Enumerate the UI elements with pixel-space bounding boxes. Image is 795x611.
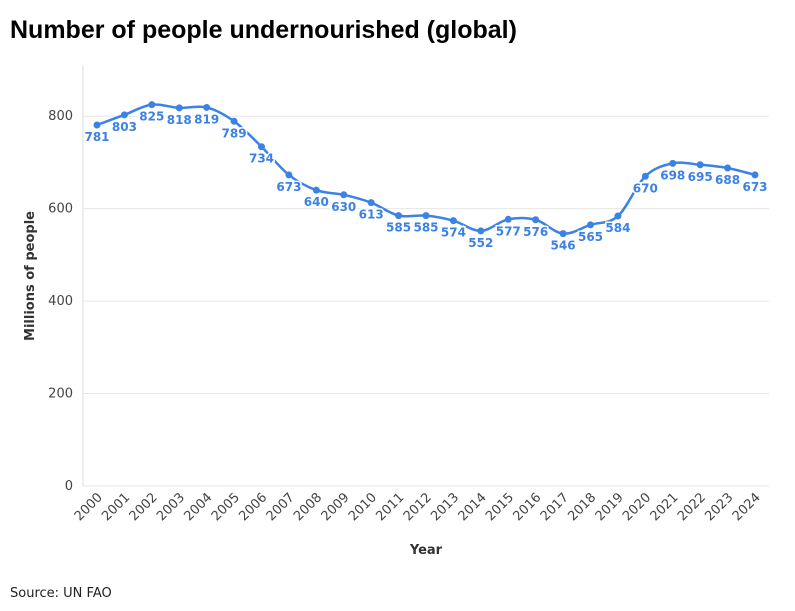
- value-label: 574: [441, 226, 466, 240]
- point: [367, 199, 375, 207]
- value-label: 673: [276, 180, 301, 194]
- x-tick-label: 2002: [127, 490, 161, 524]
- x-tick-label: 2009: [319, 490, 353, 524]
- value-label: 698: [660, 168, 685, 182]
- value-label: 585: [386, 221, 411, 235]
- point: [641, 172, 649, 180]
- value-label: 673: [742, 180, 767, 194]
- point: [504, 215, 512, 223]
- x-tick-label: 2020: [620, 490, 654, 524]
- point: [312, 186, 320, 194]
- x-tick-label: 2004: [181, 490, 215, 524]
- point: [203, 103, 211, 111]
- y-tick-label: 0: [65, 479, 73, 494]
- x-tick-label: 2014: [456, 490, 490, 524]
- point: [175, 104, 183, 112]
- value-label: 577: [496, 224, 521, 238]
- point: [93, 121, 101, 129]
- x-axis-title: Year: [409, 543, 443, 558]
- value-label: 670: [633, 181, 658, 195]
- point: [395, 212, 403, 220]
- value-label: 546: [551, 239, 576, 253]
- point: [422, 212, 430, 220]
- x-tick-label: 2016: [510, 490, 544, 524]
- point: [614, 212, 622, 220]
- point: [477, 227, 485, 235]
- chart-title: Number of people undernourished (global): [10, 16, 517, 44]
- point: [340, 191, 348, 199]
- point: [120, 111, 128, 119]
- point: [669, 159, 677, 167]
- value-label: 688: [715, 173, 740, 187]
- value-label: 819: [194, 112, 219, 126]
- x-tick-label: 2006: [236, 490, 270, 524]
- x-tick-label: 2000: [72, 490, 106, 524]
- value-label: 695: [688, 170, 713, 184]
- point: [559, 230, 567, 238]
- point: [696, 161, 704, 169]
- value-label: 552: [468, 236, 493, 250]
- x-tick-label: 2021: [648, 490, 682, 524]
- point: [258, 143, 265, 151]
- point: [724, 164, 732, 172]
- y-tick-label: 800: [48, 109, 73, 124]
- y-axis-title: Millions of people: [23, 211, 38, 341]
- x-tick-label: 2012: [401, 490, 435, 524]
- source: Source: UN FAO: [10, 586, 112, 601]
- x-tick-label: 2001: [99, 490, 133, 524]
- value-label: 818: [167, 113, 192, 127]
- y-tick-label: 600: [48, 202, 73, 217]
- value-label: 803: [112, 120, 137, 134]
- point: [230, 117, 238, 125]
- value-label: 789: [222, 126, 247, 140]
- point: [449, 217, 457, 225]
- y-tick-label: 200: [48, 387, 73, 402]
- point: [532, 216, 540, 224]
- value-label: 630: [331, 200, 356, 214]
- x-tick-label: 2011: [373, 490, 407, 524]
- point: [751, 171, 759, 179]
- value-label: 584: [605, 221, 630, 235]
- x-tick-label: 2019: [593, 490, 627, 524]
- value-label: 576: [523, 225, 548, 239]
- x-tick-label: 2013: [428, 490, 462, 524]
- y-tick-label: 400: [48, 294, 73, 309]
- x-tick-label: 2023: [702, 490, 736, 524]
- value-label: 825: [139, 110, 164, 124]
- value-label: 781: [84, 130, 109, 144]
- x-tick-label: 2024: [730, 490, 764, 524]
- x-tick-label: 2018: [565, 490, 599, 524]
- x-tick-label: 2003: [154, 490, 188, 524]
- x-tick-label: 2010: [346, 490, 380, 524]
- x-tick-label: 2022: [675, 490, 709, 524]
- value-label: 613: [359, 208, 384, 222]
- value-label: 640: [304, 195, 329, 209]
- x-tick-label: 2005: [209, 490, 243, 524]
- point: [587, 221, 594, 229]
- value-label: 734: [249, 152, 274, 166]
- x-tick-label: 2017: [538, 490, 572, 524]
- x-tick-label: 2008: [291, 490, 325, 524]
- value-label: 565: [578, 230, 603, 244]
- point: [148, 101, 156, 109]
- point: [285, 171, 293, 179]
- value-label: 585: [413, 221, 438, 235]
- x-tick-label: 2007: [264, 490, 298, 524]
- x-tick-label: 2015: [483, 490, 517, 524]
